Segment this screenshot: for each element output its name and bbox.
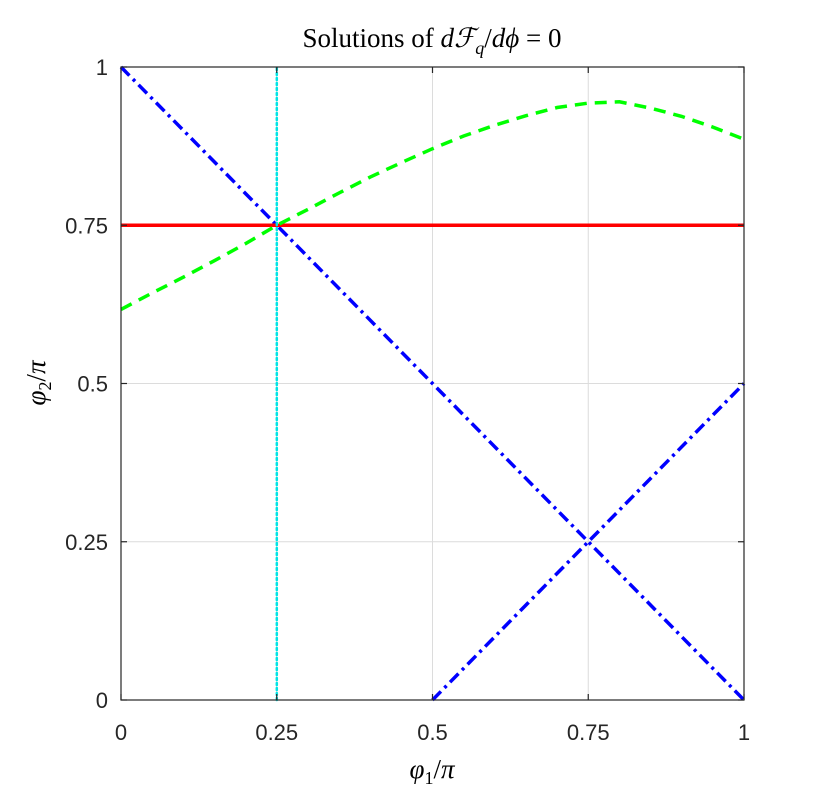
x-tick-label: 0.5 [417,720,448,745]
x-axis-label: φ1/π [410,754,456,788]
x-tick-label: 0.25 [255,720,298,745]
y-tick-label: 0.25 [65,530,108,555]
x-tick-label: 0.75 [567,720,610,745]
x-tick-label: 0 [115,720,127,745]
ticks: 0 0.25 0.5 0.75 1 0 0.25 0.5 0.75 1 [65,55,750,745]
y-tick-label: 0 [96,688,108,713]
series-layer [119,65,746,702]
y-tick-label: 0.75 [65,213,108,238]
y-axis-label: φ2/π [21,359,55,405]
x-tick-label: 1 [738,720,750,745]
series-green-curve [120,100,745,311]
series-blue-descending-line [119,65,746,702]
y-tick-label: 0.5 [77,372,108,397]
chart-title: Solutions of dℱq/dϕ = 0 [303,23,562,58]
y-tick-label: 1 [96,55,108,80]
